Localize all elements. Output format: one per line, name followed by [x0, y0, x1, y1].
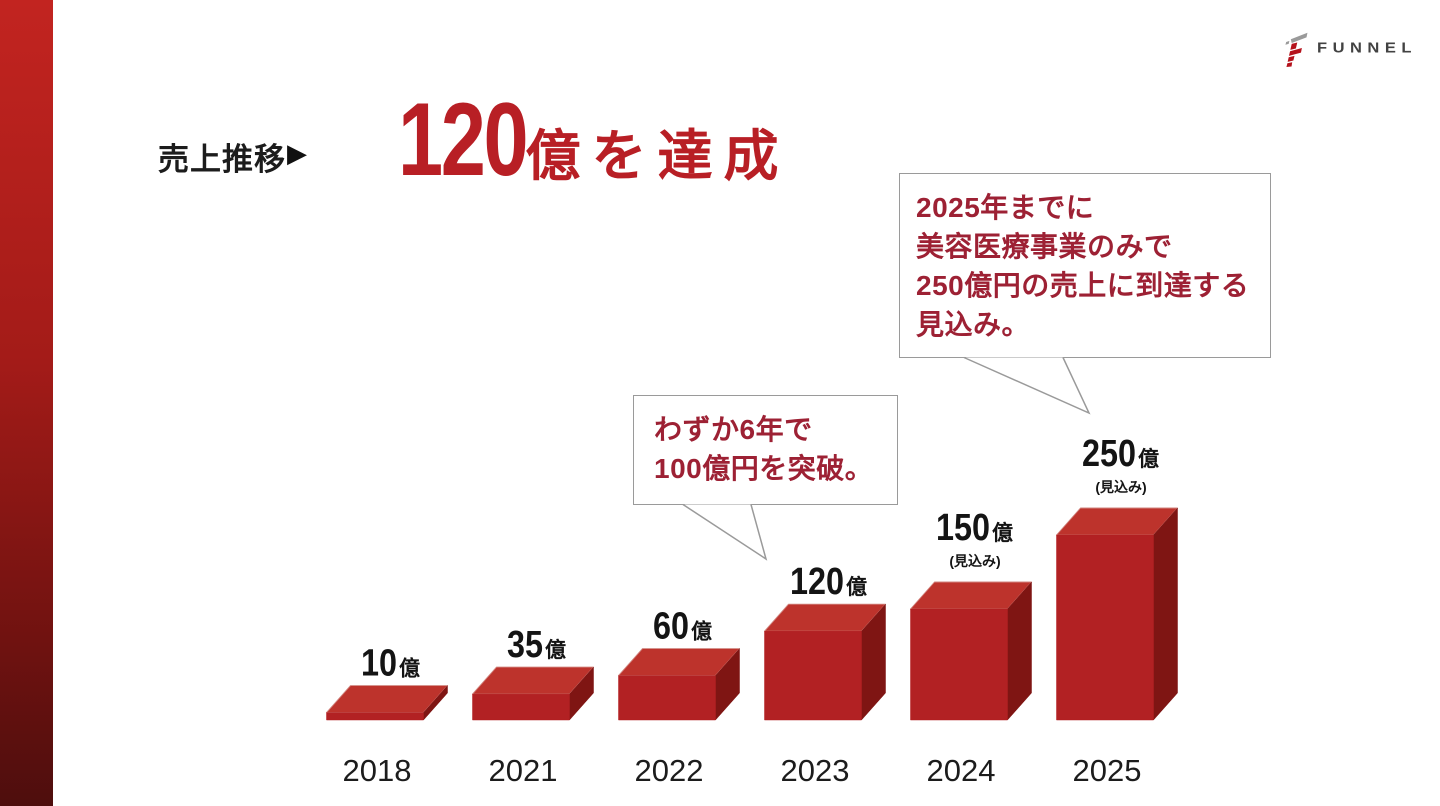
value-unit-2025: 億: [1138, 447, 1159, 471]
bar-2021-front: [472, 693, 570, 721]
callout-tail-icon: [682, 503, 768, 561]
bar-2025: 250 億 (見込み) 2025: [1056, 433, 1178, 788]
bar-2023-front: [764, 630, 862, 721]
callout-line: 250億円の売上に到達する: [916, 270, 1250, 301]
bar-2021: 35 億 2021: [472, 624, 594, 788]
value-unit-2018: 億: [399, 657, 420, 681]
callout-100oku: わずか6年で 100億円を突破。: [633, 395, 898, 561]
title-highlight-number: 120: [398, 82, 529, 198]
value-label-2021: 35: [507, 624, 543, 666]
left-accent-bar: [0, 0, 53, 806]
bar-2018: 10 億 2018: [326, 643, 448, 788]
value-unit-2023: 億: [846, 575, 867, 599]
category-label-2021: 2021: [489, 753, 558, 788]
value-label-2022: 60: [653, 606, 689, 648]
title-highlight-suffix: 億を達成: [525, 125, 790, 187]
value-unit-2021: 億: [545, 638, 566, 662]
title-highlight: 120億を達成: [398, 88, 790, 192]
funnel-logo: FUNNEL: [1280, 30, 1417, 67]
value-note-2024: (見込み): [949, 553, 1000, 569]
bar-2022-front: [618, 675, 716, 721]
callout-line: 100億円を突破。: [654, 453, 874, 484]
value-label-2023: 120: [790, 561, 844, 603]
callout-line: 美容医療事業のみで: [916, 231, 1173, 262]
bar-2024: 150 億 (見込み) 2024: [910, 507, 1032, 788]
value-unit-2022: 億: [691, 620, 712, 644]
bar-2023: 120 億 2023: [764, 561, 886, 788]
bar-2022: 60 億 2022: [618, 606, 740, 788]
funnel-f-mark-icon: [1285, 32, 1308, 67]
callout-tail-icon: [963, 356, 1091, 415]
callout-line: わずか6年で: [654, 414, 813, 445]
value-label-2025: 250: [1082, 433, 1136, 475]
category-label-2025: 2025: [1073, 753, 1142, 788]
bar-2025-side: [1153, 507, 1178, 721]
value-note-2025: (見込み): [1095, 479, 1146, 495]
callout-250oku: 2025年までに 美容医療事業のみで 250億円の売上に到達する 見込み。: [899, 173, 1271, 415]
bar-2025-front: [1056, 534, 1154, 721]
bar-2018-front: [326, 712, 424, 721]
value-label-2024: 150: [936, 507, 990, 549]
title-arrow-icon: ▶: [287, 138, 307, 168]
category-label-2022: 2022: [635, 753, 704, 788]
callout-line: 2025年までに: [916, 192, 1095, 223]
value-unit-2024: 億: [992, 521, 1013, 545]
value-label-2018: 10: [361, 643, 397, 685]
category-label-2023: 2023: [781, 753, 850, 788]
category-label-2024: 2024: [927, 753, 996, 788]
title-label: 売上推移: [158, 142, 286, 177]
callout-line: 見込み。: [916, 309, 1031, 340]
bar-2024-front: [910, 608, 1008, 721]
funnel-logo-text: FUNNEL: [1317, 39, 1417, 57]
category-label-2018: 2018: [343, 753, 412, 788]
